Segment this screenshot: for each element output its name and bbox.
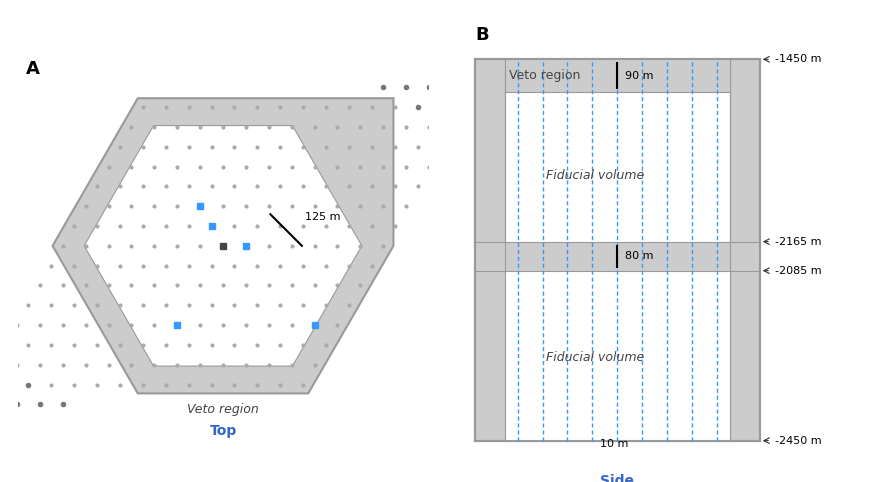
Text: -2165 m: -2165 m: [775, 237, 822, 247]
Text: A: A: [26, 60, 39, 78]
Text: Veto region: Veto region: [187, 403, 259, 416]
Text: 125 m: 125 m: [305, 213, 341, 222]
Bar: [475, 59, 760, 441]
Bar: [505, 271, 730, 441]
Text: -2450 m: -2450 m: [775, 436, 822, 446]
Text: Top: Top: [210, 424, 236, 438]
Text: 90 m: 90 m: [625, 71, 654, 81]
Text: Fiducial volume: Fiducial volume: [546, 351, 644, 364]
Bar: [505, 59, 730, 93]
Polygon shape: [53, 98, 393, 393]
Text: B: B: [475, 26, 489, 44]
Text: 10 m: 10 m: [599, 439, 628, 449]
Bar: [475, 241, 760, 271]
Text: -1450 m: -1450 m: [775, 54, 822, 64]
Bar: [505, 59, 730, 441]
Text: -2085 m: -2085 m: [775, 266, 822, 276]
Text: 80 m: 80 m: [625, 251, 654, 261]
Text: Veto region: Veto region: [508, 69, 580, 82]
Text: Fiducial volume: Fiducial volume: [546, 169, 644, 182]
Text: Side: Side: [600, 474, 634, 482]
Polygon shape: [84, 125, 362, 366]
